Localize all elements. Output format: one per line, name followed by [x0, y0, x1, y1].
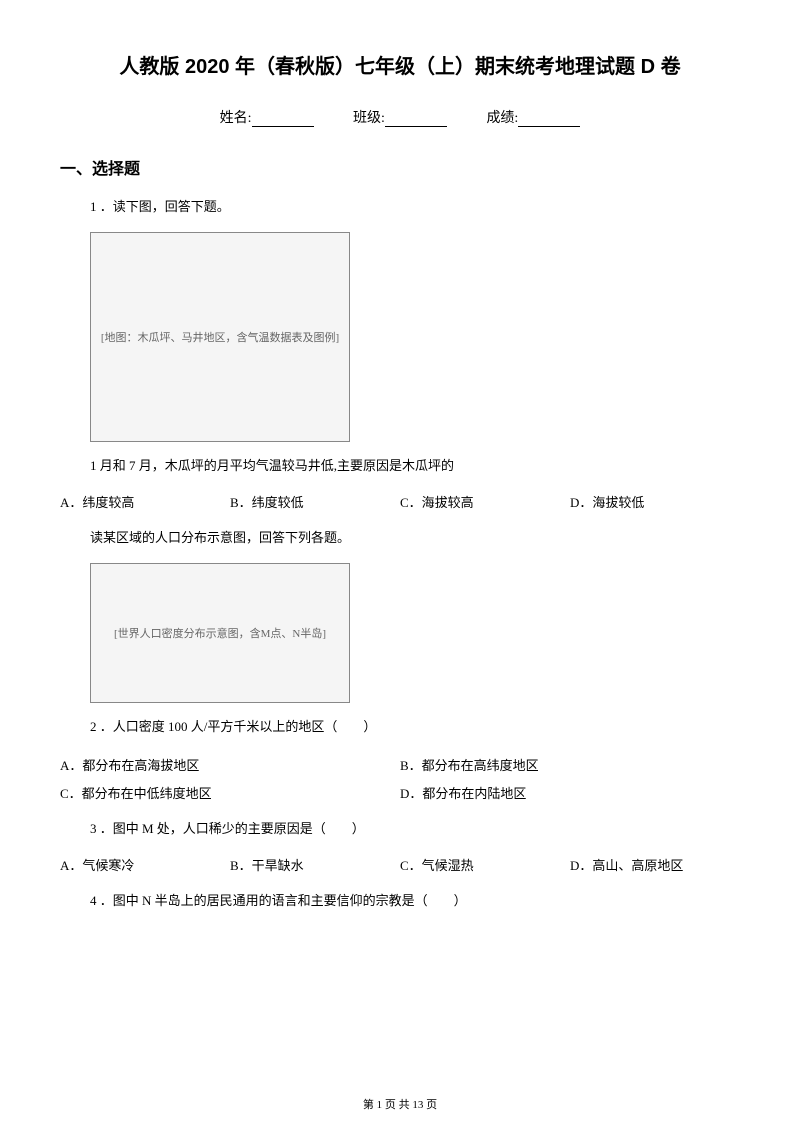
name-label: 姓名: [220, 111, 252, 126]
score-blank[interactable] [518, 113, 580, 127]
q4-text: 4 ．图中 N 半岛上的居民通用的语言和主要信仰的宗教是（ ） [60, 891, 740, 912]
q3-opt-b: B．干旱缺水 [230, 854, 400, 877]
q3-opt-d: D．高山、高原地区 [570, 854, 740, 877]
q3-options: A．气候寒冷 B．干旱缺水 C．气候湿热 D．高山、高原地区 [60, 854, 740, 877]
q1-opt-a: A．纬度较高 [60, 491, 230, 514]
figure-2-population-map: [世界人口密度分布示意图，含M点、N半岛] [90, 563, 350, 703]
q1-opt-c: C．海拔较高 [400, 491, 570, 514]
figure-1-map: [地图：木瓜坪、马井地区，含气温数据表及图例] [90, 232, 350, 442]
q2-opt-c: C．都分布在中低纬度地区 [60, 780, 400, 809]
class-label: 班级: [353, 111, 385, 126]
page-footer: 第 1 页 共 13 页 [0, 1096, 800, 1112]
exam-title: 人教版 2020 年（春秋版）七年级（上）期末统考地理试题 D 卷 [60, 50, 740, 79]
q2-opt-b: B．都分布在高纬度地区 [400, 752, 740, 781]
q2-opt-a: A．都分布在高海拔地区 [60, 752, 400, 781]
name-blank[interactable] [252, 113, 314, 127]
q3-text: 3 ．图中 M 处，人口稀少的主要原因是（ ） [60, 819, 740, 840]
class-blank[interactable] [385, 113, 447, 127]
section-1-heading: 一、选择题 [60, 155, 740, 179]
student-info-line: 姓名: 班级: 成绩: [60, 107, 740, 127]
q1-intro: 1 ．读下图，回答下题。 [60, 197, 740, 218]
q2-options: A．都分布在高海拔地区 B．都分布在高纬度地区 C．都分布在中低纬度地区 D．都… [60, 752, 740, 809]
q1-opt-b: B．纬度较低 [230, 491, 400, 514]
q2-text: 2 ．人口密度 100 人/平方千米以上的地区（ ） [60, 717, 740, 738]
q3-opt-c: C．气候湿热 [400, 854, 570, 877]
q1-options: A．纬度较高 B．纬度较低 C．海拔较高 D．海拔较低 [60, 491, 740, 514]
q2-opt-d: D．都分布在内陆地区 [400, 780, 740, 809]
q2-intro: 读某区域的人口分布示意图，回答下列各题。 [60, 528, 740, 549]
q3-opt-a: A．气候寒冷 [60, 854, 230, 877]
q1-text: 1 月和 7 月，木瓜坪的月平均气温较马井低,主要原因是木瓜坪的 [60, 456, 740, 477]
score-label: 成绩: [486, 111, 518, 126]
q1-opt-d: D．海拔较低 [570, 491, 740, 514]
